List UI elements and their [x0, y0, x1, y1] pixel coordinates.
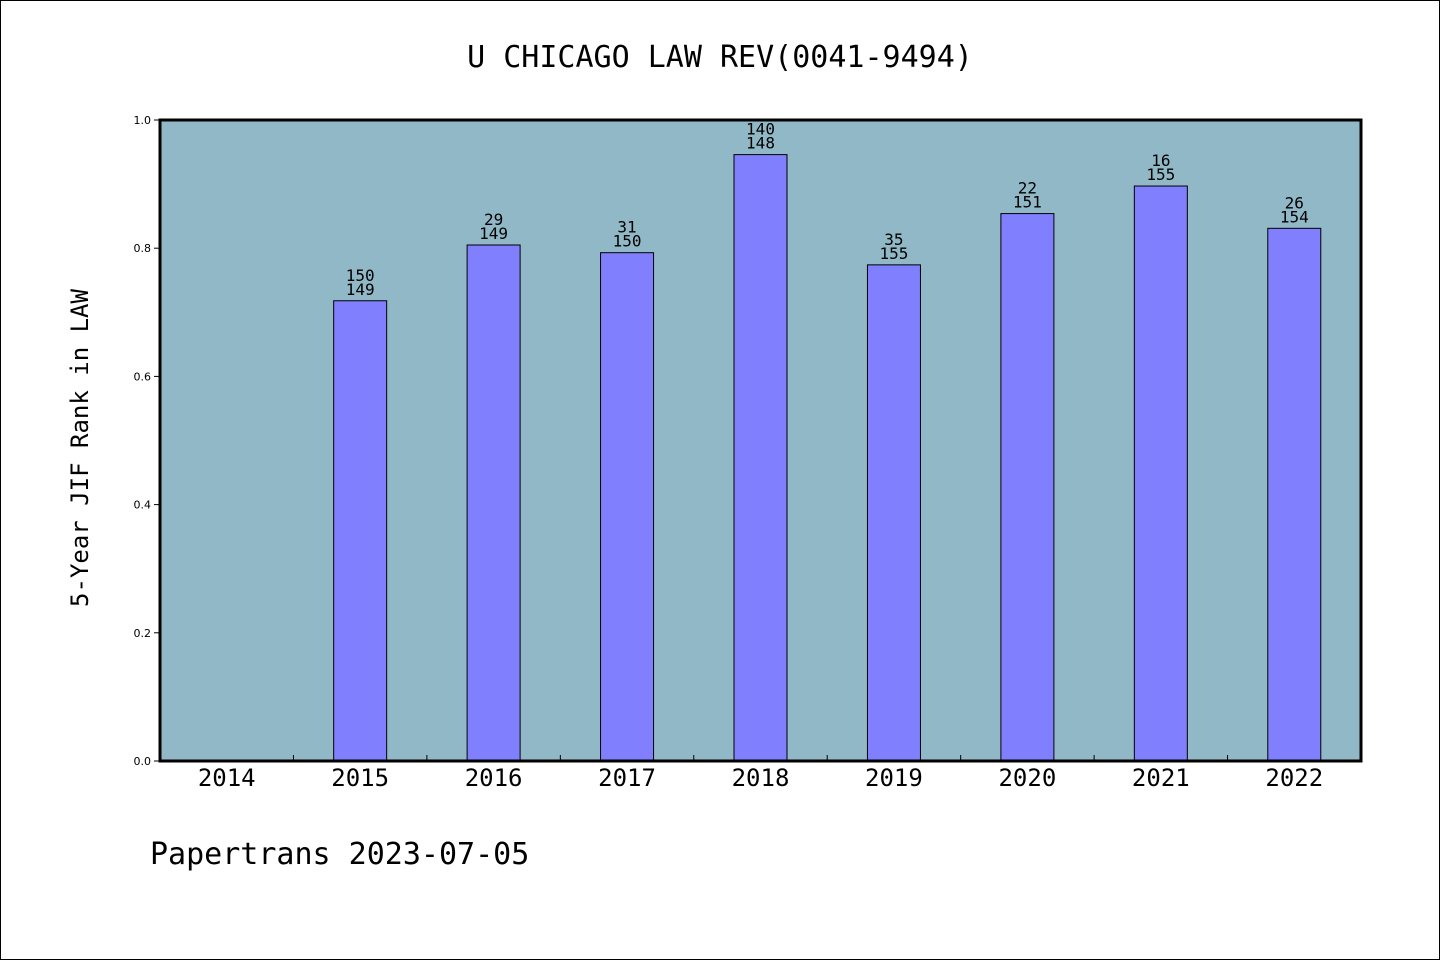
y-tick-label: 0.0: [134, 755, 152, 768]
bar-rank-label: 22: [1018, 179, 1037, 198]
y-tick-label: 1.0: [134, 114, 152, 127]
x-tick-label: 2017: [598, 764, 656, 792]
bar-total-label: 155: [1146, 165, 1175, 184]
y-axis: 0.0 0.2 0.4 0.6 0.8 1.0: [134, 114, 160, 768]
bar-rank-label: 35: [884, 230, 903, 249]
bar-rank-label: 16: [1151, 151, 1170, 170]
bar-total-label: 149: [346, 280, 375, 299]
bar-2021: [1133, 185, 1188, 762]
bar-rank-label: 31: [617, 218, 636, 237]
bar-total-label: 155: [879, 244, 908, 263]
y-axis-label: 5-Year JIF Rank in LAW: [66, 289, 94, 607]
y-tick-label: 0.6: [134, 370, 152, 383]
bar-2015: [333, 300, 388, 762]
x-tick-label: 2019: [865, 764, 923, 792]
chart-title: U CHICAGO LAW REV(0041-9494): [467, 40, 973, 75]
bar-2018: [733, 154, 788, 762]
x-tick-label: 2014: [198, 764, 256, 792]
plot-frame: [158, 118, 1363, 763]
bar-total-label: 150: [613, 232, 642, 251]
bar-total-label: 148: [746, 134, 775, 153]
x-tick-label: 2021: [1132, 764, 1190, 792]
x-tick-label: 2018: [732, 764, 790, 792]
bar-total-label: 154: [1280, 207, 1309, 226]
x-axis: 2014 2015 2016 2017 2018 2019 2020 2021 2022: [198, 755, 1323, 792]
footer-date: Papertrans 2023-07-05: [150, 837, 529, 872]
bar-rank-label: 26: [1285, 193, 1304, 212]
x-tick-label: 2015: [331, 764, 389, 792]
x-tick-label: 2016: [465, 764, 523, 792]
y-tick-label: 0.4: [134, 499, 152, 512]
bar-2019: [866, 264, 921, 762]
x-tick-label: 2022: [1265, 764, 1323, 792]
bar-rank-label: 140: [746, 120, 775, 139]
y-tick-label: 0.2: [134, 627, 152, 640]
y-tick-label: 0.8: [134, 242, 152, 255]
bar-total-label: 149: [479, 224, 508, 243]
bar-rank-label: 150: [346, 266, 375, 285]
bar-rank-label: 29: [484, 210, 503, 229]
bar-2022: [1267, 227, 1322, 762]
bar-series: [333, 154, 1322, 762]
bar-2017: [600, 252, 655, 762]
bar-2020: [1000, 213, 1055, 762]
x-tick-label: 2020: [998, 764, 1056, 792]
bar-total-label: 151: [1013, 193, 1042, 212]
bar-2016: [466, 244, 521, 762]
